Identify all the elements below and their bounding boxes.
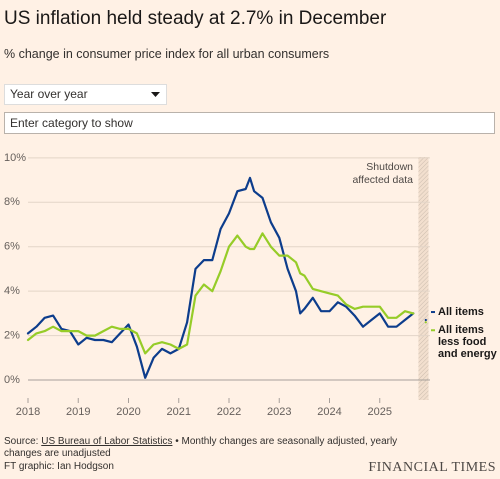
logo: FINANCIAL TIMES (368, 460, 496, 475)
x-tick-label: 2019 (66, 406, 90, 418)
dropdown[interactable]: Year over year (4, 84, 167, 105)
x-tick-label: 2022 (217, 406, 241, 418)
y-tick-label: 2% (4, 329, 20, 341)
source-prefix: Source: (4, 436, 39, 447)
shaded-region-label: Shutdown affected data (352, 161, 413, 186)
line-series (26, 232, 427, 355)
legend-label: All items (438, 306, 484, 319)
source-link[interactable]: US Bureau of Labor Statistics (41, 436, 173, 447)
subtitle: % change in consumer price index for all… (4, 47, 330, 61)
shaded-region (418, 157, 429, 400)
search-input[interactable]: Enter category to show (4, 112, 495, 134)
x-tick-label: 2024 (317, 406, 341, 418)
dropdown-value: Year over year (10, 87, 88, 101)
y-tick-label: 4% (4, 285, 20, 297)
search-placeholder: Enter category to show (10, 116, 133, 130)
legend-label: All items less food and energy (438, 324, 497, 361)
x-tick-label: 2018 (16, 406, 40, 418)
title: US inflation held steady at 2.7% in Dece… (4, 8, 387, 29)
x-tick-label: 2021 (167, 406, 191, 418)
credit: FT graphic: Ian Hodgson (4, 461, 114, 472)
source: Source: US Bureau of Labor Statistics • … (4, 436, 424, 460)
y-tick-label: 10% (4, 152, 26, 164)
source-note: • Monthly changes are seasonally adjuste… (4, 436, 398, 459)
line-series (26, 176, 427, 379)
x-tick-label: 2023 (267, 406, 291, 418)
x-tick-label: 2025 (368, 406, 392, 418)
y-tick-label: 6% (4, 241, 20, 253)
y-tick-label: 8% (4, 196, 20, 208)
chart: 0% 2% 4% 6% 8% 10% 2018 2019 2020 2021 2022 2023 202… (4, 152, 435, 418)
y-tick-label: 0% (4, 374, 20, 386)
x-tick-label: 2020 (116, 406, 140, 418)
dropdown-arrow (151, 92, 160, 97)
